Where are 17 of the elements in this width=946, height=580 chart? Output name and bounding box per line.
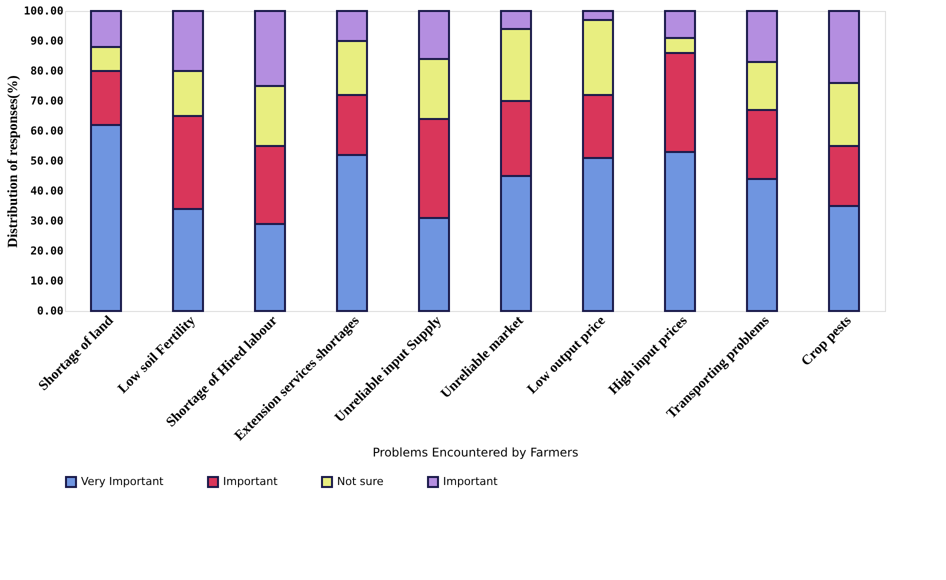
legend-label: Important	[443, 475, 498, 488]
legend-label: Very Important	[81, 475, 164, 488]
y-tick-label: 40.00	[30, 184, 64, 198]
y-tick-label: 60.00	[30, 124, 64, 138]
y-tick-label: 80.00	[30, 64, 64, 78]
x-axis-title: Problems Encountered by Farmers	[372, 445, 578, 460]
y-axis-title: Distribution of responses(%)	[6, 74, 21, 248]
y-tick-label: 0.00	[37, 304, 64, 318]
y-tick-label: 70.00	[30, 94, 64, 108]
legend-label: Important	[223, 475, 278, 488]
legend-label: Not sure	[337, 475, 384, 488]
y-tick-label: 100.00	[24, 4, 64, 18]
y-tick-label: 20.00	[30, 244, 64, 258]
y-tick-label: 10.00	[30, 274, 64, 288]
y-tick-label: 30.00	[30, 214, 64, 228]
y-tick-label: 90.00	[30, 34, 64, 48]
y-tick-label: 50.00	[30, 154, 64, 168]
